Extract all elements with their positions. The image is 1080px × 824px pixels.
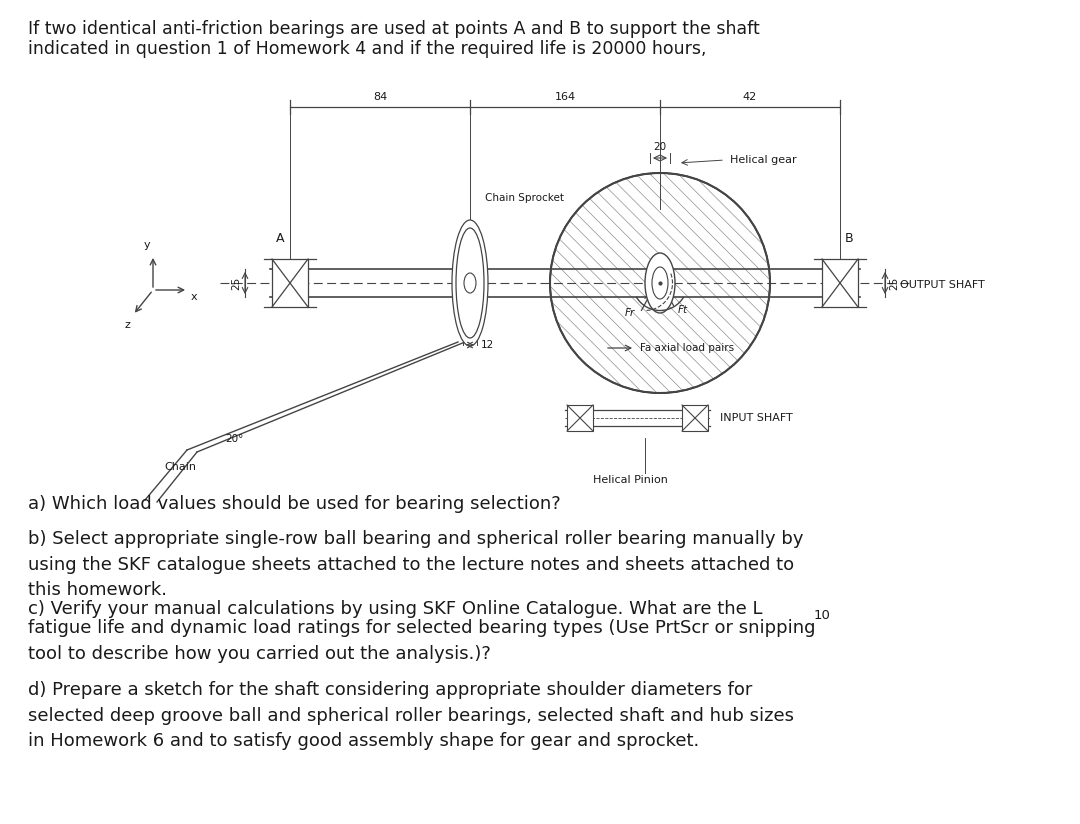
Text: indicated in question 1 of Homework 4 and if the required life is 20000 hours,: indicated in question 1 of Homework 4 an… [28,40,706,58]
Bar [822,259,858,307]
Text: 42: 42 [743,92,757,102]
Text: 164: 164 [554,92,576,102]
Text: OUTPUT SHAFT: OUTPUT SHAFT [900,280,985,290]
Text: 25: 25 [231,276,241,289]
Text: 12: 12 [481,340,495,350]
Bar [567,405,593,431]
Text: B: B [845,232,853,245]
Ellipse shape [456,228,484,338]
Text: d) Prepare a sketch for the shaft considering appropriate shoulder diameters for: d) Prepare a sketch for the shaft consid… [28,681,794,751]
Text: Ft: Ft [678,305,688,315]
Text: y: y [144,240,150,250]
Text: Chain: Chain [164,462,195,472]
Text: Helical gear: Helical gear [730,155,797,165]
Text: z: z [124,320,130,330]
Text: 25: 25 [889,276,899,289]
Text: 84: 84 [373,92,387,102]
Text: Helical Pinion: Helical Pinion [593,475,667,485]
Bar [272,259,308,307]
Ellipse shape [652,267,669,299]
Text: 10: 10 [814,609,831,622]
Text: fatigue life and dynamic load ratings for selected bearing types (Use PrtScr or : fatigue life and dynamic load ratings fo… [28,619,815,662]
Text: A: A [275,232,284,245]
Ellipse shape [645,253,675,313]
Text: x: x [191,292,198,302]
Text: INPUT SHAFT: INPUT SHAFT [720,413,793,423]
Ellipse shape [464,273,476,293]
Text: Fa axial load pairs: Fa axial load pairs [640,343,734,353]
Ellipse shape [453,220,488,346]
Text: If two identical anti-friction bearings are used at points A and B to support th: If two identical anti-friction bearings … [28,20,759,38]
Text: 20: 20 [653,142,666,152]
Text: a) Which load values should be used for bearing selection?: a) Which load values should be used for … [28,495,561,513]
Text: b) Select appropriate single-row ball bearing and spherical roller bearing manua: b) Select appropriate single-row ball be… [28,530,804,599]
Bar [681,405,708,431]
Text: Chain Sprocket: Chain Sprocket [485,193,564,203]
Text: Fr: Fr [624,308,635,318]
Text: c) Verify your manual calculations by using SKF Online Catalogue. What are the L: c) Verify your manual calculations by us… [28,600,762,618]
Text: 20°: 20° [225,434,243,444]
